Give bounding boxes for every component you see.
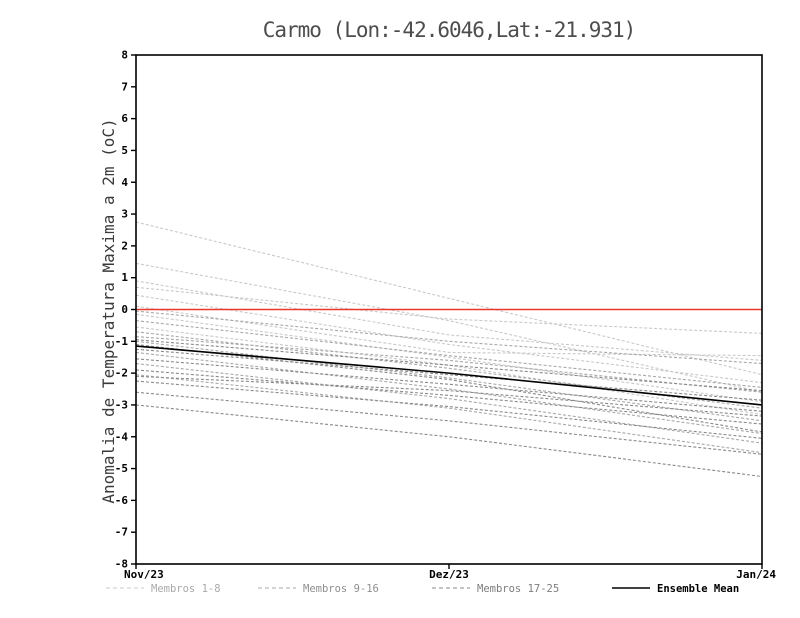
member-line-group-2 [135,331,763,409]
member-line-group-3 [135,375,763,417]
y-axis-tick-label: 3 [121,208,128,221]
y-axis-tick-label: 5 [121,144,128,157]
legend-label: Membros 17-25 [477,583,559,595]
y-axis-tick-label: -5 [115,462,128,475]
x-axis-label: Dez/23 [429,568,469,581]
y-axis-tick-label: 6 [121,112,128,125]
legend-label: Ensemble Mean [657,583,739,595]
y-axis-tick-label: 8 [121,49,128,62]
member-line-group-1 [135,313,763,403]
x-axis-label: Nov/23 [124,568,164,581]
member-line-group-3 [135,343,763,433]
member-line-group-2 [135,374,763,454]
y-axis-tick-label: 1 [121,271,128,284]
member-line-group-2 [135,363,763,444]
x-axis-label: Jan/24 [736,568,776,581]
y-axis-tick-label: -2 [115,367,128,380]
y-axis-tick-label: 4 [121,176,128,189]
member-line-group-3 [135,358,763,412]
member-line-group-2 [135,340,763,422]
member-line-group-1 [135,262,763,393]
member-line-group-1 [135,221,763,376]
member-line-group-2 [135,310,763,365]
member-line-group-1 [135,280,763,361]
member-line-group-3 [135,391,763,455]
y-axis-tick-label: -6 [115,494,129,507]
member-line-group-2 [135,351,763,435]
y-axis-tick-label: -1 [115,335,129,348]
member-line-group-1 [135,305,763,357]
y-axis-tick-label: -8 [115,558,128,571]
legend-label: Membros 9-16 [303,583,379,595]
y-axis-tick-label: 0 [121,303,128,316]
chart-title: Carmo (Lon:-42.6046,Lat:-21.931) [262,18,637,42]
y-axis-tick-label: -4 [115,430,129,443]
member-line-group-1 [135,326,763,416]
y-axis-tick-label: 7 [121,80,128,93]
y-axis-tick-label: -7 [115,526,128,539]
ensemble-mean-line [135,345,763,406]
y-axis-tick-label: 2 [121,239,128,252]
member-line-group-1 [135,294,763,384]
y-axis-tick-label: -3 [115,398,128,411]
legend-label: Membros 1-8 [151,583,221,595]
